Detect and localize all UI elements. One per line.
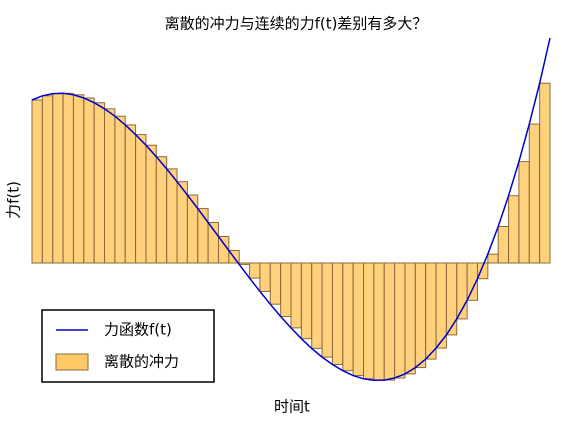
bar — [83, 97, 95, 264]
bar — [352, 262, 365, 377]
bar — [41, 95, 54, 264]
bar — [508, 195, 520, 264]
bar — [52, 93, 64, 264]
bar — [249, 262, 261, 279]
chart-title: 离散的冲力与连续的力f(t)差别有多大？ — [165, 15, 428, 33]
legend-label: 离散的冲力 — [104, 353, 179, 371]
bar — [155, 156, 168, 264]
bar — [342, 262, 354, 372]
y-axis-label: 力f(t) — [5, 181, 23, 219]
bar — [114, 115, 126, 264]
bar — [72, 94, 85, 264]
bar — [300, 262, 313, 340]
bar — [435, 262, 447, 349]
bar — [414, 262, 427, 369]
bar — [280, 262, 292, 317]
bar — [104, 108, 116, 264]
bar — [238, 262, 251, 265]
bar — [445, 262, 458, 336]
plot-area — [31, 37, 551, 382]
bar — [186, 194, 199, 264]
bar — [363, 262, 375, 380]
bar — [31, 99, 43, 264]
bar — [518, 161, 530, 264]
legend-swatch — [55, 353, 89, 371]
bar — [269, 262, 282, 305]
bar — [404, 262, 416, 375]
bar — [321, 262, 333, 358]
legend: 力函数f(t) 离散的冲力 — [41, 309, 215, 383]
bar — [497, 226, 510, 264]
bar — [93, 102, 106, 264]
x-axis-label: 时间t — [274, 398, 310, 416]
bar — [476, 262, 489, 280]
legend-label: 力函数f(t) — [104, 321, 172, 339]
bar — [528, 123, 541, 264]
bar — [217, 236, 230, 264]
bar — [425, 262, 437, 360]
bar — [145, 144, 157, 264]
bar — [259, 262, 271, 292]
bar — [124, 124, 137, 264]
bar — [166, 168, 178, 264]
bar — [466, 262, 478, 301]
bar — [539, 82, 551, 264]
bar — [373, 262, 385, 381]
bar — [311, 262, 323, 349]
bar — [383, 262, 396, 381]
bar — [62, 92, 74, 264]
line — [31, 37, 551, 382]
bar — [290, 262, 302, 329]
bar — [135, 134, 147, 264]
bar — [331, 262, 344, 365]
bar — [394, 262, 406, 379]
bar — [487, 253, 499, 264]
